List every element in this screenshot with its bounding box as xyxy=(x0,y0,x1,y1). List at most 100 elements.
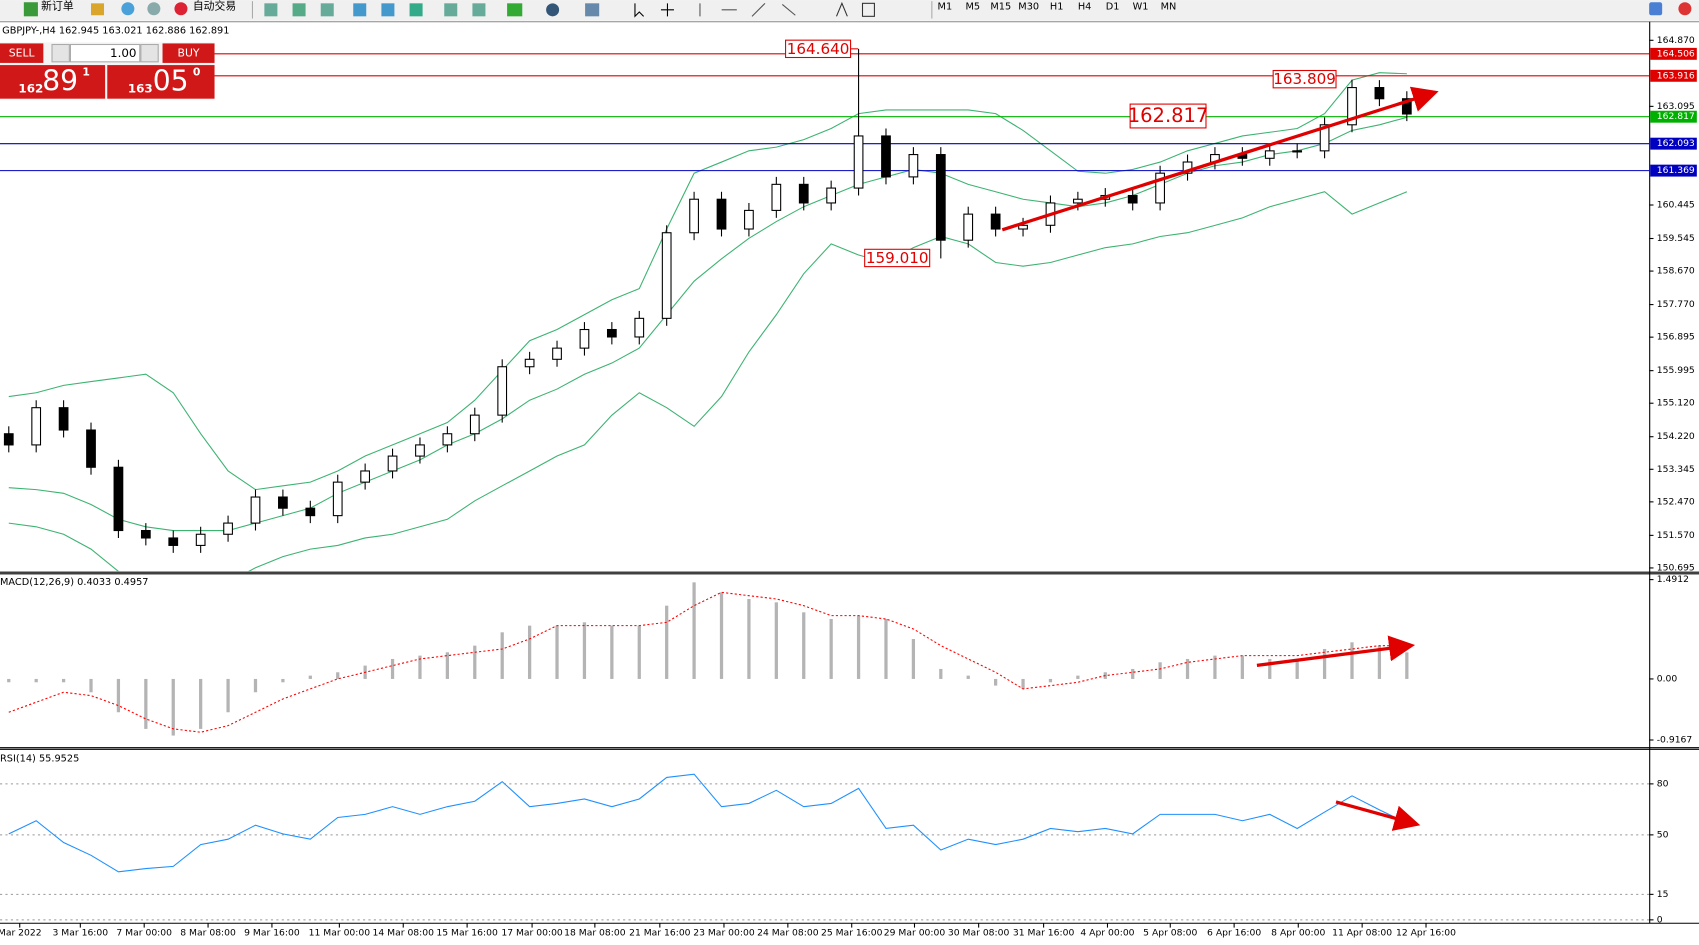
level-label: 164.506 xyxy=(1657,48,1695,59)
macd-bar xyxy=(856,615,861,679)
line-tools[interactable] xyxy=(699,2,796,17)
bid-pips[interactable]: 89 xyxy=(42,64,78,97)
candle-body xyxy=(990,213,1001,230)
macd-bar xyxy=(747,599,751,679)
new-order-button[interactable]: 新订单 xyxy=(41,0,74,13)
x-tick-label: 8 Apr 00:00 xyxy=(1271,928,1325,939)
bid-point[interactable]: 1 xyxy=(82,66,90,79)
icon[interactable] xyxy=(381,3,395,17)
candle-body xyxy=(140,529,151,539)
icon[interactable] xyxy=(320,3,334,17)
timeframe-button[interactable]: M5 xyxy=(965,2,980,13)
macd-bar xyxy=(61,678,66,683)
candle-body xyxy=(469,414,480,435)
macd-bar xyxy=(665,605,669,679)
auto-trading-button[interactable]: 自动交易 xyxy=(193,0,236,13)
macd-bar xyxy=(445,652,450,679)
icon[interactable] xyxy=(472,3,486,17)
alert-icon[interactable] xyxy=(1678,2,1692,16)
x-tick-label: 11 Mar 00:00 xyxy=(309,928,371,939)
timeframe-button[interactable]: M15 xyxy=(990,2,1011,13)
lot-input[interactable] xyxy=(69,43,141,63)
lot-value[interactable]: 1.00 xyxy=(110,46,137,60)
macd-bar xyxy=(1048,678,1053,683)
cursor-icon[interactable] xyxy=(634,3,645,18)
y-tick-label: 15 xyxy=(1657,889,1669,900)
timeframe-button[interactable]: W1 xyxy=(1133,2,1149,13)
macd-bar xyxy=(418,655,422,679)
macd-bar xyxy=(116,678,121,713)
ask-pips[interactable]: 05 xyxy=(153,64,189,97)
candle-body xyxy=(305,507,316,517)
macd-bar xyxy=(994,678,998,686)
sell-button[interactable] xyxy=(0,43,44,63)
buy-price-box[interactable] xyxy=(107,65,215,99)
candle-body xyxy=(853,135,864,189)
candle-body xyxy=(798,183,809,204)
icon[interactable] xyxy=(264,3,278,17)
timeframe-button[interactable]: MN xyxy=(1161,2,1177,13)
candle-body xyxy=(963,213,974,241)
bid-big[interactable]: 162 xyxy=(18,81,43,95)
icon[interactable] xyxy=(121,2,135,16)
icon[interactable] xyxy=(585,3,600,17)
annotation-box xyxy=(1129,103,1207,129)
annotation-box xyxy=(864,248,931,268)
sell-price-box[interactable] xyxy=(0,65,106,99)
x-tick-label: 12 Apr 16:00 xyxy=(1396,928,1456,939)
candle-body xyxy=(278,496,288,509)
candle-body xyxy=(689,198,699,234)
macd-bar xyxy=(911,638,916,679)
macd-bar xyxy=(1158,662,1162,679)
timeframe-button[interactable]: M30 xyxy=(1018,2,1039,13)
icon[interactable] xyxy=(147,2,161,16)
x-tick-label: 21 Mar 16:00 xyxy=(629,928,691,939)
macd-bar xyxy=(1076,675,1080,679)
trend-arrow xyxy=(1335,800,1421,831)
candle-body xyxy=(606,328,617,338)
buy-label[interactable]: BUY xyxy=(178,47,200,60)
line xyxy=(8,773,1408,873)
crosshair-icon[interactable] xyxy=(660,3,674,17)
icon[interactable] xyxy=(353,3,367,17)
x-tick-label: 3 Mar 16:00 xyxy=(53,928,109,939)
timeframe-button[interactable]: M1 xyxy=(938,2,953,13)
ask-big[interactable]: 163 xyxy=(128,81,153,95)
timeframe-button[interactable]: H1 xyxy=(1050,2,1064,13)
y-tick-label: 158.670 xyxy=(1657,266,1695,277)
macd-bar xyxy=(308,675,312,679)
timeframe-button[interactable]: H4 xyxy=(1078,2,1092,13)
search-icon[interactable] xyxy=(1649,2,1663,16)
y-tick-label: 50 xyxy=(1657,829,1669,840)
candle-body xyxy=(442,433,453,446)
label-tool[interactable] xyxy=(861,2,875,17)
candle-body xyxy=(1182,161,1193,174)
icon[interactable] xyxy=(292,3,306,17)
icon[interactable] xyxy=(409,3,423,17)
y-tick-label: 164.870 xyxy=(1657,35,1695,46)
icon[interactable] xyxy=(507,3,523,17)
ask-point[interactable]: 0 xyxy=(193,66,201,79)
icon[interactable] xyxy=(91,3,105,16)
one-click-panel: SELL 1.00 BUY 162 89 1 163 05 0 xyxy=(0,42,215,100)
sell-label[interactable]: SELL xyxy=(9,47,35,60)
candle-body xyxy=(1292,150,1303,153)
text-tool[interactable] xyxy=(835,1,848,17)
candle-body xyxy=(250,496,261,524)
lot-up[interactable] xyxy=(140,43,159,63)
timeframe-button[interactable]: D1 xyxy=(1106,2,1120,13)
macd-bar xyxy=(637,625,641,679)
candle-body xyxy=(552,347,562,360)
x-tick-label: 8 Mar 08:00 xyxy=(180,928,236,939)
buy-button[interactable] xyxy=(162,43,215,63)
candle-body xyxy=(1155,172,1165,204)
new-order-icon[interactable] xyxy=(23,2,38,17)
icon[interactable] xyxy=(546,3,560,17)
level-label-bg xyxy=(1650,164,1697,177)
icon[interactable] xyxy=(444,3,458,17)
macd-bar xyxy=(582,622,587,679)
auto-trading-icon[interactable] xyxy=(174,2,188,16)
lot-down[interactable] xyxy=(51,43,70,63)
candle-body xyxy=(881,135,891,178)
candle-body xyxy=(195,533,206,546)
